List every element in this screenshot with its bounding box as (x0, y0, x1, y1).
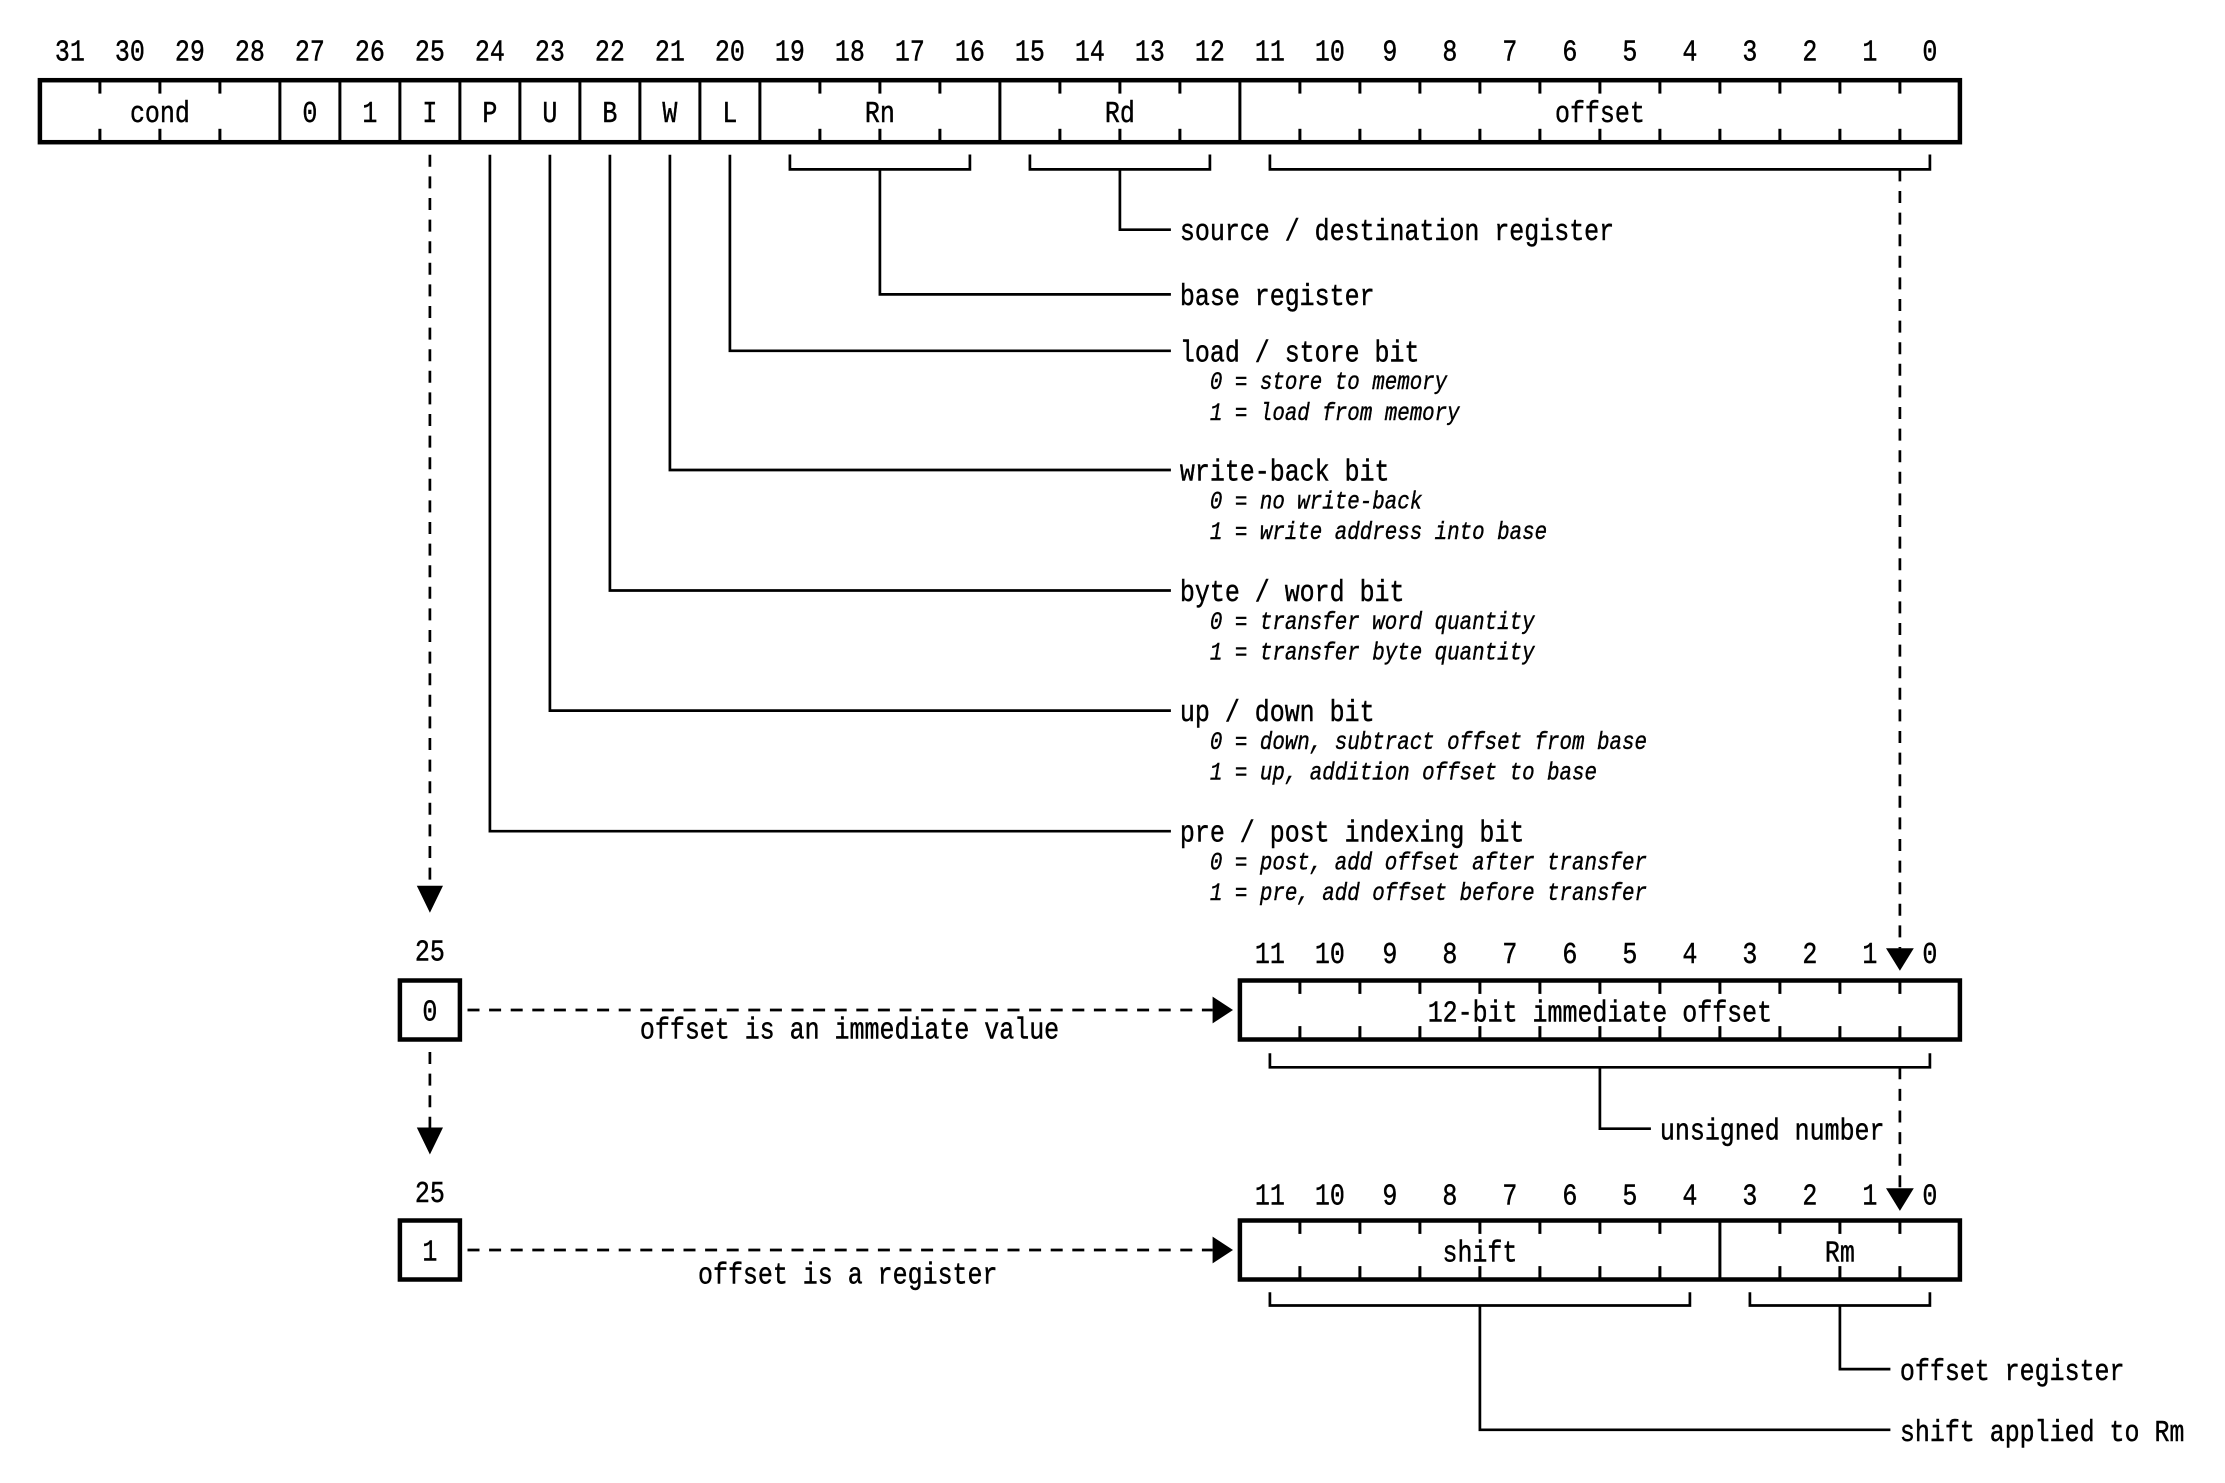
svg-text:offset is an immediate value: offset is an immediate value (640, 1014, 1059, 1048)
svg-text:up / down bit: up / down bit (1180, 697, 1375, 731)
svg-text:1 = load from memory: 1 = load from memory (1210, 399, 1461, 427)
svg-text:17: 17 (895, 36, 925, 70)
svg-text:12: 12 (1195, 36, 1225, 70)
svg-text:5: 5 (1622, 939, 1637, 973)
svg-text:L: L (722, 98, 737, 132)
svg-text:21: 21 (655, 36, 685, 70)
svg-text:16: 16 (955, 36, 985, 70)
svg-text:9: 9 (1382, 36, 1397, 70)
svg-text:10: 10 (1315, 36, 1345, 70)
svg-text:27: 27 (295, 36, 325, 70)
svg-text:29: 29 (175, 36, 205, 70)
svg-text:3: 3 (1742, 939, 1757, 973)
svg-text:14: 14 (1075, 36, 1105, 70)
svg-text:10: 10 (1315, 939, 1345, 973)
svg-text:Rm: Rm (1825, 1237, 1855, 1271)
svg-text:28: 28 (235, 36, 265, 70)
svg-text:25: 25 (415, 36, 445, 70)
svg-text:offset: offset (1555, 98, 1645, 132)
svg-text:19: 19 (775, 36, 805, 70)
svg-text:0: 0 (1922, 1180, 1937, 1214)
svg-text:3: 3 (1742, 36, 1757, 70)
svg-text:9: 9 (1382, 1180, 1397, 1214)
svg-text:24: 24 (475, 36, 505, 70)
svg-text:0 = store to memory: 0 = store to memory (1210, 369, 1448, 397)
svg-text:12-bit immediate offset: 12-bit immediate offset (1428, 997, 1772, 1031)
svg-text:8: 8 (1442, 1180, 1457, 1214)
svg-text:26: 26 (355, 36, 385, 70)
svg-text:20: 20 (715, 36, 745, 70)
svg-text:1 = pre, add offset before tra: 1 = pre, add offset before transfer (1210, 880, 1647, 908)
svg-text:11: 11 (1255, 1180, 1285, 1214)
svg-text:25: 25 (415, 1178, 445, 1212)
svg-text:load / store bit: load / store bit (1180, 337, 1420, 371)
svg-text:0: 0 (302, 98, 317, 132)
svg-text:source / destination register: source / destination register (1180, 216, 1614, 250)
svg-text:P: P (482, 98, 497, 132)
svg-text:base register: base register (1180, 281, 1375, 315)
svg-text:U: U (542, 98, 557, 132)
svg-text:1: 1 (1862, 36, 1877, 70)
svg-text:10: 10 (1315, 1180, 1345, 1214)
svg-text:pre / post indexing bit: pre / post indexing bit (1180, 817, 1524, 851)
svg-text:7: 7 (1502, 939, 1517, 973)
svg-text:5: 5 (1622, 1180, 1637, 1214)
svg-text:2: 2 (1802, 939, 1817, 973)
svg-text:0: 0 (422, 996, 437, 1030)
svg-text:shift applied to Rm: shift applied to Rm (1900, 1417, 2184, 1451)
svg-text:22: 22 (595, 36, 625, 70)
svg-text:offset is a register: offset is a register (698, 1259, 997, 1293)
svg-text:15: 15 (1015, 36, 1045, 70)
svg-text:31: 31 (55, 36, 85, 70)
svg-text:offset register: offset register (1900, 1356, 2125, 1390)
svg-text:W: W (662, 98, 677, 132)
svg-text:25: 25 (415, 936, 445, 970)
svg-text:cond: cond (130, 98, 190, 132)
svg-text:2: 2 (1802, 1180, 1817, 1214)
svg-text:23: 23 (535, 36, 565, 70)
svg-text:4: 4 (1682, 36, 1697, 70)
svg-text:30: 30 (115, 36, 145, 70)
svg-text:2: 2 (1802, 36, 1817, 70)
svg-text:0 = transfer word quantity: 0 = transfer word quantity (1210, 608, 1536, 636)
svg-text:1 = up, addition offset to bas: 1 = up, addition offset to base (1210, 759, 1597, 787)
svg-text:11: 11 (1255, 939, 1285, 973)
svg-text:Rn: Rn (865, 98, 895, 132)
svg-text:1: 1 (1862, 939, 1877, 973)
svg-text:7: 7 (1502, 1180, 1517, 1214)
svg-text:0: 0 (1922, 36, 1937, 70)
svg-text:13: 13 (1135, 36, 1165, 70)
svg-text:6: 6 (1562, 1180, 1577, 1214)
svg-text:4: 4 (1682, 1180, 1697, 1214)
svg-text:1: 1 (422, 1236, 437, 1270)
svg-text:byte / word bit: byte / word bit (1180, 577, 1405, 611)
svg-text:unsigned number: unsigned number (1660, 1115, 1885, 1149)
svg-text:0 = no write-back: 0 = no write-back (1210, 488, 1422, 516)
svg-text:8: 8 (1442, 939, 1457, 973)
svg-text:4: 4 (1682, 939, 1697, 973)
svg-text:B: B (602, 98, 617, 132)
svg-text:5: 5 (1622, 36, 1637, 70)
svg-text:1 = write address into base: 1 = write address into base (1210, 518, 1547, 546)
svg-text:0 = post, add offset after tra: 0 = post, add offset after transfer (1210, 849, 1647, 877)
svg-text:3: 3 (1742, 1180, 1757, 1214)
svg-text:0 = down, subtract offset from: 0 = down, subtract offset from base (1210, 728, 1647, 756)
svg-text:Rd: Rd (1105, 98, 1135, 132)
svg-text:6: 6 (1562, 939, 1577, 973)
svg-text:8: 8 (1442, 36, 1457, 70)
svg-text:11: 11 (1255, 36, 1285, 70)
svg-text:1: 1 (1862, 1180, 1877, 1214)
svg-text:shift: shift (1442, 1237, 1517, 1271)
svg-text:18: 18 (835, 36, 865, 70)
svg-text:0: 0 (1922, 939, 1937, 973)
svg-text:1 = transfer byte quantity: 1 = transfer byte quantity (1210, 639, 1536, 667)
svg-text:6: 6 (1562, 36, 1577, 70)
svg-text:write-back bit: write-back bit (1180, 456, 1390, 490)
svg-text:1: 1 (362, 98, 377, 132)
svg-text:9: 9 (1382, 939, 1397, 973)
svg-text:7: 7 (1502, 36, 1517, 70)
svg-text:I: I (422, 98, 437, 132)
